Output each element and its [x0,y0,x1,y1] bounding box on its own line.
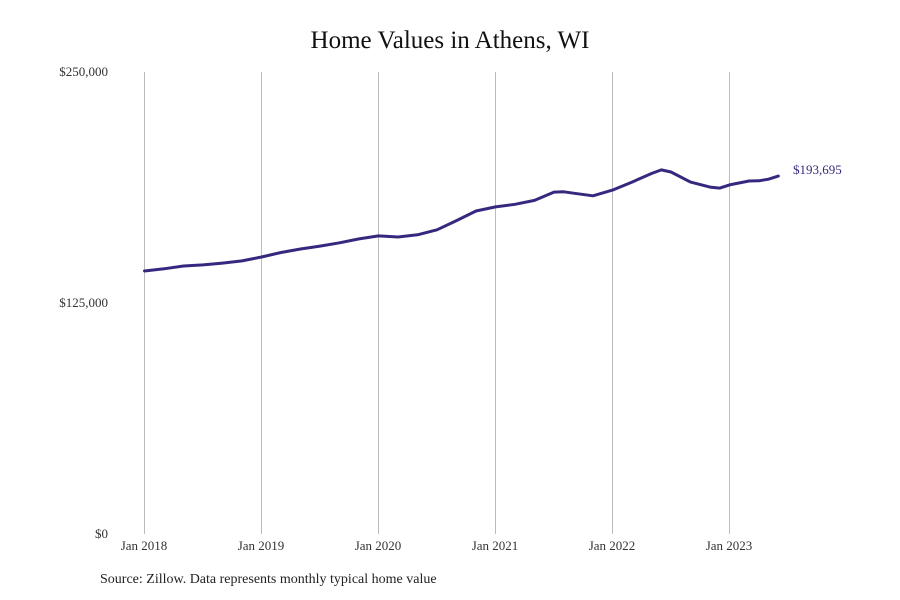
latest-value-label: $193,695 [793,162,842,177]
x-tick-label-jan-2023: Jan 2023 [705,538,753,553]
vertical-gridlines [144,72,730,534]
x-tick-label-jan-2020: Jan 2020 [354,538,402,553]
x-tick-label-jan-2018: Jan 2018 [120,538,168,553]
source-note: Source: Zillow. Data represents monthly … [100,572,437,587]
y-tick-label-125000: $125,000 [59,295,108,310]
x-tick-label-jan-2021: Jan 2021 [471,538,519,553]
home-value-line [143,168,780,273]
x-tick-label-jan-2022: Jan 2022 [588,538,636,553]
y-tick-label-0: $0 [95,526,108,541]
x-tick-label-jan-2019: Jan 2019 [237,538,285,553]
y-tick-label-250000: $250,000 [59,64,108,79]
chart-title: Home Values in Athens, WI [310,27,590,54]
